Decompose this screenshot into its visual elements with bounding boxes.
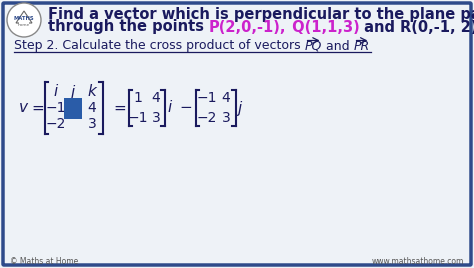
Text: PQ: PQ bbox=[305, 39, 322, 53]
Text: j: j bbox=[238, 100, 242, 116]
Text: Find a vector which is perpendicular to the plane passing: Find a vector which is perpendicular to … bbox=[48, 6, 474, 21]
Text: 3: 3 bbox=[88, 117, 96, 131]
Text: through the points: through the points bbox=[48, 20, 209, 35]
Text: k: k bbox=[88, 84, 96, 99]
Text: MATHS: MATHS bbox=[14, 16, 34, 20]
Text: −: − bbox=[179, 100, 192, 116]
Circle shape bbox=[7, 3, 41, 37]
Text: 3: 3 bbox=[152, 111, 160, 125]
Text: =: = bbox=[113, 100, 126, 116]
Text: www.mathsathome.com: www.mathsathome.com bbox=[372, 256, 464, 266]
Text: 4: 4 bbox=[88, 101, 96, 115]
Text: j: j bbox=[71, 84, 75, 99]
Text: −1: −1 bbox=[197, 91, 217, 105]
Text: © Maths at Home: © Maths at Home bbox=[10, 256, 78, 266]
Text: 3: 3 bbox=[222, 111, 230, 125]
Text: PR: PR bbox=[354, 39, 370, 53]
Polygon shape bbox=[16, 11, 32, 23]
Text: P(2,0,-1),: P(2,0,-1), bbox=[209, 20, 287, 35]
Text: i: i bbox=[167, 100, 171, 116]
Text: and: and bbox=[322, 39, 354, 53]
Text: Step 2. Calculate the cross product of vectors: Step 2. Calculate the cross product of v… bbox=[14, 39, 305, 53]
Text: i: i bbox=[54, 84, 58, 99]
Text: $v$: $v$ bbox=[18, 100, 29, 116]
Text: and: and bbox=[359, 20, 401, 35]
Text: −1: −1 bbox=[46, 101, 66, 115]
Text: 1: 1 bbox=[134, 91, 143, 105]
Bar bbox=[64, 98, 82, 118]
Text: =: = bbox=[31, 100, 44, 116]
Text: 4: 4 bbox=[152, 91, 160, 105]
Text: 4: 4 bbox=[222, 91, 230, 105]
Text: −2: −2 bbox=[197, 111, 217, 125]
Bar bbox=[19, 22, 29, 30]
Text: Q(1,1,3): Q(1,1,3) bbox=[287, 20, 359, 35]
Text: R(0,-1, 2).: R(0,-1, 2). bbox=[401, 20, 474, 35]
Text: −1: −1 bbox=[128, 111, 148, 125]
Text: home: home bbox=[18, 23, 30, 27]
Text: −2: −2 bbox=[46, 117, 66, 131]
FancyBboxPatch shape bbox=[3, 3, 471, 265]
